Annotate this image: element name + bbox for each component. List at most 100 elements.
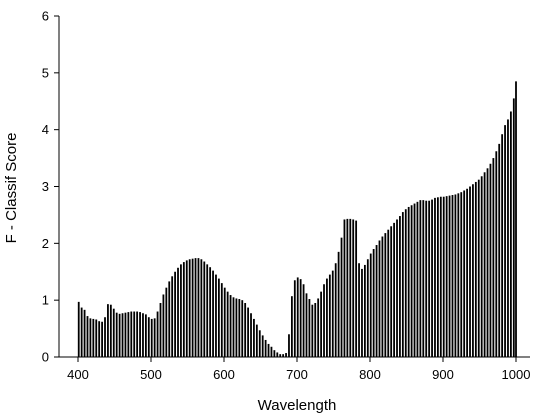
bar-0 bbox=[77, 301, 80, 357]
bar-104 bbox=[381, 236, 384, 357]
bar-126 bbox=[445, 196, 448, 357]
bar-1 bbox=[80, 307, 83, 357]
bar-6 bbox=[95, 319, 98, 357]
bar-45 bbox=[209, 267, 212, 357]
bar-143 bbox=[495, 151, 498, 357]
bar-100 bbox=[369, 253, 372, 357]
bar-31 bbox=[168, 281, 171, 357]
bar-11 bbox=[109, 304, 112, 357]
bar-4 bbox=[89, 318, 92, 357]
x-tick-label-6: 1000 bbox=[502, 367, 531, 382]
bar-95 bbox=[355, 220, 358, 357]
bar-87 bbox=[331, 270, 334, 357]
bar-115 bbox=[413, 203, 416, 357]
bar-32 bbox=[171, 276, 174, 357]
y-tick-label-3: 3 bbox=[42, 179, 49, 194]
bar-97 bbox=[361, 268, 363, 357]
x-tick-label-4: 800 bbox=[359, 367, 381, 382]
bar-63 bbox=[261, 335, 264, 357]
bar-88 bbox=[334, 263, 337, 357]
bar-103 bbox=[378, 240, 381, 357]
bar-133 bbox=[466, 188, 468, 357]
bar-17 bbox=[127, 312, 130, 357]
bar-132 bbox=[463, 190, 466, 357]
bar-136 bbox=[474, 181, 477, 357]
bar-33 bbox=[174, 271, 176, 357]
bar-134 bbox=[469, 186, 471, 357]
bar-83 bbox=[320, 291, 322, 357]
bar-90 bbox=[340, 237, 343, 357]
bar-51 bbox=[226, 291, 229, 357]
bar-108 bbox=[393, 222, 395, 357]
bar-93 bbox=[349, 218, 352, 357]
bar-46 bbox=[212, 270, 214, 357]
bar-135 bbox=[472, 184, 474, 357]
bar-14 bbox=[118, 313, 121, 357]
bar-74 bbox=[293, 280, 296, 357]
bar-7 bbox=[98, 321, 101, 357]
bar-92 bbox=[346, 218, 349, 357]
bar-5 bbox=[92, 318, 95, 357]
y-tick-label-2: 2 bbox=[42, 236, 49, 251]
bar-66 bbox=[270, 346, 273, 357]
bar-57 bbox=[244, 303, 247, 357]
bar-120 bbox=[428, 200, 431, 357]
bar-149 bbox=[512, 98, 515, 357]
bar-39 bbox=[191, 258, 194, 357]
bar-99 bbox=[366, 259, 369, 357]
bar-59 bbox=[250, 313, 252, 357]
bar-40 bbox=[194, 258, 197, 357]
bar-55 bbox=[238, 299, 241, 357]
bar-13 bbox=[115, 312, 118, 357]
y-axis-title: F - Classif Score bbox=[3, 133, 20, 244]
y-tick-label-0: 0 bbox=[42, 350, 49, 365]
bar-12 bbox=[112, 308, 115, 357]
bar-38 bbox=[188, 259, 191, 357]
bar-68 bbox=[276, 352, 279, 357]
bar-79 bbox=[308, 299, 311, 357]
bar-60 bbox=[253, 318, 255, 357]
bar-113 bbox=[407, 206, 410, 357]
bar-80 bbox=[311, 304, 314, 357]
bar-145 bbox=[501, 134, 504, 357]
bar-34 bbox=[177, 267, 179, 357]
x-tick-label-0: 400 bbox=[67, 367, 89, 382]
bar-28 bbox=[159, 303, 162, 357]
bar-102 bbox=[375, 245, 378, 357]
bar-85 bbox=[326, 278, 328, 357]
bar-114 bbox=[410, 205, 413, 357]
bar-148 bbox=[509, 111, 512, 357]
x-axis-title: Wavelength bbox=[258, 397, 337, 414]
bar-96 bbox=[358, 263, 360, 357]
bar-98 bbox=[363, 264, 366, 357]
bar-110 bbox=[399, 216, 401, 357]
bar-118 bbox=[422, 200, 425, 357]
bar-129 bbox=[454, 194, 457, 357]
bar-139 bbox=[483, 172, 486, 357]
bar-109 bbox=[396, 219, 398, 357]
bar-47 bbox=[215, 274, 217, 357]
bar-147 bbox=[507, 119, 509, 357]
bar-64 bbox=[264, 339, 267, 357]
y-tick-label-6: 6 bbox=[42, 9, 49, 24]
x-tick-label-5: 900 bbox=[432, 367, 454, 382]
bar-49 bbox=[220, 283, 223, 357]
bar-131 bbox=[460, 192, 463, 357]
bar-52 bbox=[229, 295, 232, 357]
bar-35 bbox=[180, 264, 182, 357]
bar-72 bbox=[288, 334, 290, 357]
bar-142 bbox=[492, 158, 495, 357]
bar-24 bbox=[147, 317, 150, 357]
bar-111 bbox=[401, 212, 404, 357]
bar-84 bbox=[323, 284, 325, 357]
y-tick-label-4: 4 bbox=[42, 122, 49, 137]
bar-56 bbox=[241, 300, 244, 357]
bar-23 bbox=[144, 314, 147, 358]
bar-86 bbox=[328, 274, 331, 357]
bar-128 bbox=[451, 195, 454, 357]
bar-150 bbox=[515, 81, 517, 358]
bar-44 bbox=[206, 264, 209, 357]
bar-71 bbox=[285, 353, 287, 357]
bar-130 bbox=[457, 193, 460, 357]
bar-77 bbox=[302, 284, 305, 357]
